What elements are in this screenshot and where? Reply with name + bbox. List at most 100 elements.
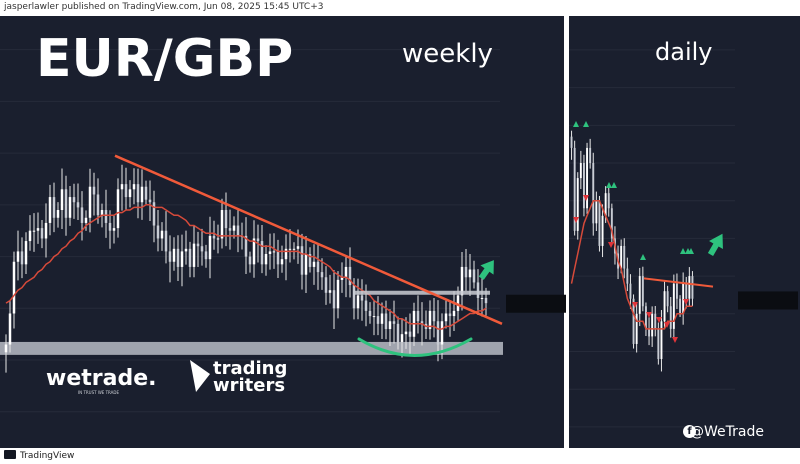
d-candle-body (573, 147, 576, 231)
d-price-box (738, 291, 798, 310)
wetrade-logo-text: wetrade. (46, 366, 156, 391)
w-candle-body (76, 202, 80, 208)
w-candle-body (8, 313, 12, 345)
w-candle-body (280, 259, 284, 265)
w-candle-body (212, 235, 216, 239)
daily-up-arrow-icon (707, 233, 723, 257)
w-candle-body (300, 246, 304, 275)
w-candle-body (188, 248, 192, 267)
panel-divider (564, 16, 569, 448)
d-candle-body (691, 276, 694, 299)
d-candle-body (660, 321, 663, 360)
w-candle-body (432, 310, 436, 322)
d-candle-body (651, 313, 654, 337)
publisher-text: jasperlawler published on TradingView.co… (4, 2, 324, 12)
sell-signal-marker (632, 302, 638, 308)
w-candle-body (304, 253, 308, 275)
w-candle-body (164, 230, 168, 252)
d-candle-body (626, 268, 629, 284)
d-ma-line (570, 199, 693, 330)
w-candle-body (92, 186, 96, 195)
wetrade-tagline: IN TRUST WE TRADE (78, 390, 119, 395)
d-candle-body (685, 283, 688, 299)
w-candle-body (336, 279, 340, 309)
w-candle-body (184, 248, 188, 252)
d-candle-body (632, 298, 635, 344)
w-ma-line (5, 204, 487, 330)
w-candle-body (72, 197, 76, 203)
w-candle-body (52, 197, 56, 218)
w-candle-body (156, 225, 160, 239)
w-candle-body (324, 277, 328, 293)
w-candle-body (204, 251, 208, 260)
weekly-last-price-label (506, 294, 566, 313)
w-candle-body (252, 238, 256, 265)
tradingview-logo-icon (4, 450, 16, 459)
w-candle-body (480, 297, 484, 299)
w-candle-body (416, 310, 420, 322)
d-candle-body (688, 276, 691, 299)
d-candle-body (666, 291, 669, 307)
daily-trendlines (643, 277, 714, 288)
w-candle-body (148, 199, 152, 203)
weekly-panel-bg (0, 16, 564, 448)
w-candle-body (104, 210, 108, 223)
d-candle-body (629, 283, 632, 299)
weekly-grid (0, 49, 500, 413)
d-candle-body (620, 245, 623, 269)
w-candle-body (296, 246, 300, 249)
d-candle-body (601, 215, 604, 246)
w-candle-body (468, 269, 472, 278)
w-candle-body (440, 321, 444, 345)
weekly-trendlines (114, 154, 503, 325)
w-candle-body (316, 261, 320, 273)
w-candle-body (80, 207, 84, 223)
w-price-box (506, 294, 566, 313)
footer-bar: TradingView (0, 448, 800, 464)
w-candle-body (232, 225, 236, 231)
w-candle-body (436, 321, 440, 345)
sell-signal-marker (608, 242, 614, 248)
w-candle-body (344, 266, 348, 278)
w-candle-body (420, 321, 424, 324)
d-candle-body (579, 163, 582, 179)
d-candle-body (641, 276, 644, 307)
daily-trendline (643, 277, 714, 288)
w-candle-body (176, 248, 180, 267)
rounded-bottom-arc (357, 337, 473, 357)
sell-signal-marker (646, 312, 652, 318)
d-candle-body (607, 193, 610, 209)
w-candle-body (364, 300, 368, 311)
w-candle-body (16, 251, 20, 262)
w-candle-body (292, 248, 296, 250)
w-candle-body (484, 297, 488, 304)
sell-signal-marker (664, 322, 670, 328)
w-candle-body (264, 253, 268, 265)
weekly-ma (5, 204, 487, 330)
weekly-trendline (114, 154, 503, 325)
w-candle-body (248, 256, 252, 265)
w-candle-body (268, 251, 272, 254)
w-candle-body (100, 210, 104, 216)
buy-signal-marker (573, 121, 579, 127)
d-candle-body (669, 306, 672, 329)
w-candle-body (452, 310, 456, 317)
d-candle-body (604, 193, 607, 216)
eurgbp-chart: EUR/GBP weekly daily wetrade. IN TRUST W… (0, 16, 800, 448)
w-candle-body (216, 238, 220, 240)
d-candle-body (570, 136, 573, 148)
w-candle-body (180, 251, 184, 267)
buy-signal-marker (611, 182, 617, 188)
daily-ma (570, 199, 693, 330)
weekly-up-arrow-icon (478, 260, 494, 280)
w-candle-body (172, 248, 176, 262)
w-candle-body (56, 210, 60, 218)
w-candle-body (376, 316, 380, 324)
w-candle-body (332, 290, 336, 309)
w-candle-body (64, 189, 68, 218)
w-candle-body (48, 197, 52, 223)
buy-signal-marker (583, 121, 589, 127)
w-candle-body (284, 248, 288, 260)
chart-title: EUR/GBP (36, 29, 293, 89)
w-candle-body (32, 230, 36, 232)
